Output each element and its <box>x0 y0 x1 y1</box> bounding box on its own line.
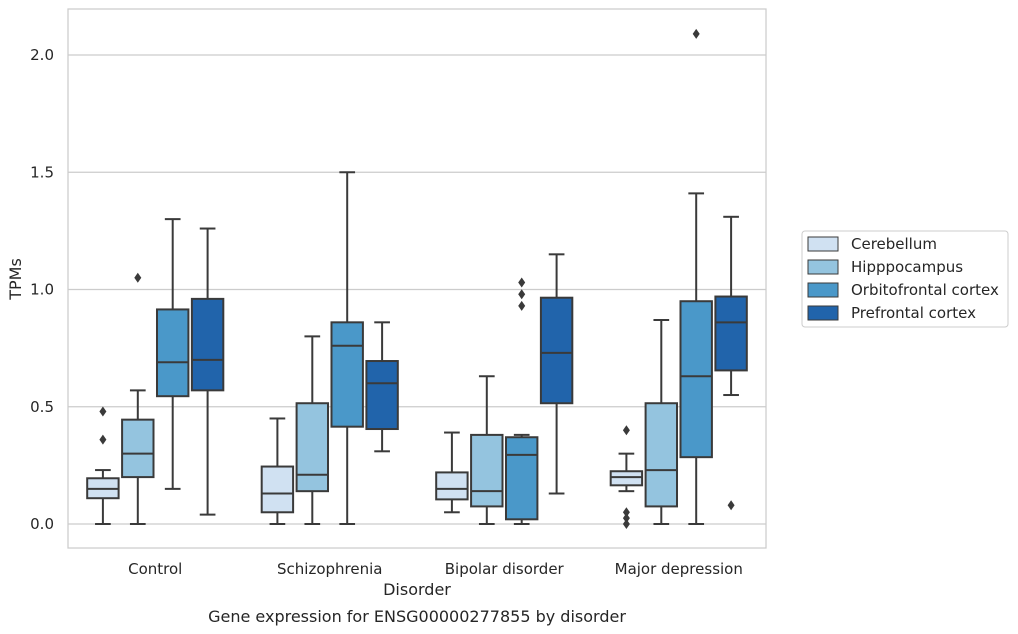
box-cerebellum <box>435 431 469 514</box>
legend-item-hipppocampus: Hipppocampus <box>807 258 963 276</box>
outlier-point <box>134 272 142 283</box>
legend-label: Prefrontal cortex <box>851 304 976 322</box>
x-tick-label: Control <box>128 560 182 578</box>
box-hipppocampus <box>470 375 504 525</box>
box-prefrontal-cortex <box>365 321 399 453</box>
legend-label: Cerebellum <box>851 235 937 253</box>
box-cerebellum <box>86 406 120 525</box>
box-group-control <box>86 218 225 525</box>
y-tick-label: 2.0 <box>30 46 54 64</box>
box-iqr <box>714 295 748 372</box>
y-tick-label: 0.5 <box>30 398 54 416</box>
y-tick-label: 1.0 <box>30 281 54 299</box>
y-tick-label: 1.5 <box>30 163 54 181</box>
box-iqr <box>330 321 364 428</box>
y-axis-title: TPMs <box>6 258 25 301</box>
box-iqr <box>435 471 469 501</box>
box-iqr <box>190 297 225 392</box>
y-tick-label: 0.0 <box>30 515 54 533</box>
outlier-point <box>622 425 630 436</box>
legend-swatch <box>807 236 839 252</box>
box-hipppocampus <box>644 318 679 525</box>
y-gridlines <box>68 54 766 525</box>
x-tick-label: Major depression <box>615 560 743 578</box>
box-iqr <box>609 470 644 487</box>
outlier-point <box>518 289 526 300</box>
legend: Cerebellum Hipppocampus Orbitofrontal cort… <box>801 230 1009 328</box>
legend-label: Orbitofrontal cortex <box>851 281 999 299</box>
x-axis-title: Disorder <box>383 580 451 599</box>
chart-caption: Gene expression for ENSG00000277855 by d… <box>208 607 626 626</box>
y-tick-labels: 0.0 0.5 1.0 1.5 2.0 <box>30 46 54 533</box>
legend-item-cerebellum: Cerebellum <box>807 235 937 253</box>
outlier-point <box>99 434 107 445</box>
plot-frame <box>67 8 767 549</box>
box-group-bipolar-disorder <box>435 253 574 525</box>
box-orbitofrontal-cortex <box>330 171 364 525</box>
box-iqr <box>155 308 190 398</box>
box-groups <box>86 28 748 529</box>
box-prefrontal-cortex <box>539 253 574 495</box>
box-prefrontal-cortex <box>190 227 225 516</box>
legend-item-orbitofrontal-cortex: Orbitofrontal cortex <box>807 281 999 299</box>
box-iqr <box>470 433 504 508</box>
box-iqr <box>260 465 295 514</box>
box-iqr <box>644 402 679 508</box>
box-iqr <box>539 296 574 405</box>
box-iqr <box>504 436 539 521</box>
outlier-point <box>622 507 630 518</box>
legend-swatch <box>807 282 839 298</box>
box-hipppocampus <box>295 335 330 525</box>
box-orbitofrontal-cortex <box>155 218 190 490</box>
box-hipppocampus <box>121 272 155 525</box>
legend-frame <box>801 230 1009 328</box>
outlier-point <box>518 300 526 311</box>
legend-swatch <box>807 305 839 321</box>
box-cerebellum <box>609 425 644 529</box>
x-tick-labels: Control Schizophrenia Bipolar disorder Majo… <box>128 560 743 578</box>
legend-label: Hipppocampus <box>851 258 963 276</box>
outlier-point <box>99 406 107 417</box>
box-iqr <box>365 360 399 431</box>
box-prefrontal-cortex <box>714 215 748 511</box>
box-group-schizophrenia <box>260 171 399 525</box>
box-iqr <box>121 418 155 479</box>
legend-item-prefrontal-cortex: Prefrontal cortex <box>807 304 976 322</box>
box-group-major-depression <box>609 28 748 529</box>
legend-swatch <box>807 259 839 275</box>
box-iqr <box>295 402 330 493</box>
box-orbitofrontal-cortex <box>679 28 713 525</box>
box-cerebellum <box>260 417 295 525</box>
box-iqr <box>679 300 713 459</box>
box-orbitofrontal-cortex <box>504 277 539 525</box>
outlier-point <box>622 519 630 529</box>
outlier-point <box>727 500 735 511</box>
x-tick-label: Schizophrenia <box>277 560 382 578</box>
outlier-point <box>622 513 630 524</box>
outlier-point <box>518 277 526 288</box>
outlier-point <box>692 28 700 39</box>
x-tick-label: Bipolar disorder <box>445 560 565 578</box>
